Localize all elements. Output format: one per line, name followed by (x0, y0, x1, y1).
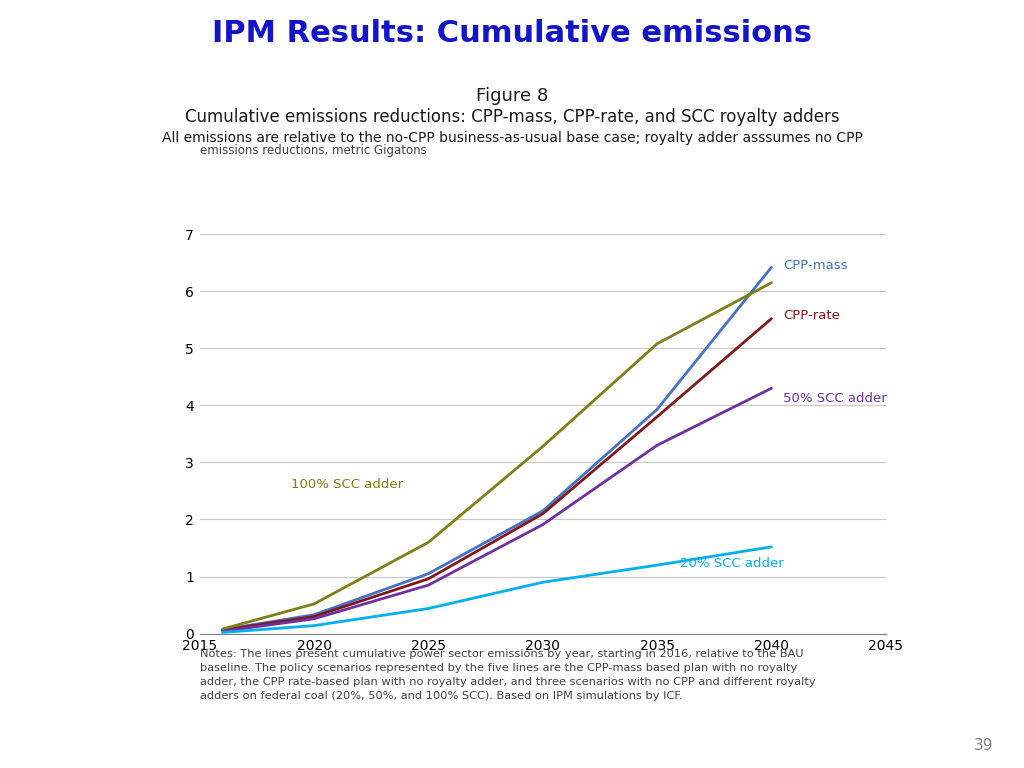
Text: 39: 39 (974, 737, 993, 753)
Text: IPM Results: Cumulative emissions: IPM Results: Cumulative emissions (212, 19, 812, 48)
Text: emissions reductions, metric Gigatons: emissions reductions, metric Gigatons (200, 144, 426, 157)
Text: 50% SCC adder: 50% SCC adder (782, 392, 887, 405)
Text: Cumulative emissions reductions: CPP-mass, CPP-rate, and SCC royalty adders: Cumulative emissions reductions: CPP-mas… (184, 108, 840, 126)
Text: CPP-rate: CPP-rate (782, 309, 840, 322)
Text: All emissions are relative to the no-CPP business-as-usual base case; royalty ad: All emissions are relative to the no-CPP… (162, 131, 862, 145)
Text: Figure 8: Figure 8 (476, 87, 548, 105)
Text: 100% SCC adder: 100% SCC adder (291, 478, 403, 491)
Text: CPP-mass: CPP-mass (782, 259, 847, 272)
Text: 20% SCC adder: 20% SCC adder (680, 558, 783, 571)
Text: Notes: The lines present cumulative power sector emissions by year, starting in : Notes: The lines present cumulative powe… (200, 649, 815, 701)
